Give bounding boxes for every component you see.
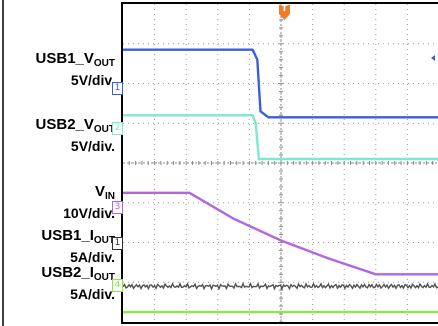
left-panel-edge <box>0 0 4 326</box>
trace-ch4 <box>122 281 438 291</box>
channel-marker-ch4: 1 <box>112 237 123 250</box>
grid <box>123 4 438 323</box>
traces <box>122 48 438 314</box>
channel-1-offset-arrow <box>431 55 435 61</box>
channel-label-ch1: USB1_VOUT 5V/div. <box>35 50 115 89</box>
trace-ch2 <box>123 114 438 161</box>
channel-scale: 5V/div. <box>70 138 115 154</box>
channel-label-ch4: USB1_IOUT 5A/div. <box>41 227 115 266</box>
channel-marker-ch3: 3 <box>112 201 123 214</box>
channel-scale: 5V/div. <box>70 72 115 88</box>
trigger-marker-label: T <box>281 4 288 14</box>
channel-name: USB1_I <box>41 227 94 244</box>
channel-name: USB1_V <box>35 50 94 67</box>
channel-name-subscript: OUT <box>93 235 115 246</box>
channel-label-ch3: VIN 10V/div. <box>63 183 115 222</box>
trace-ch3 <box>123 191 438 276</box>
channel-name-subscript: OUT <box>93 124 115 135</box>
channel-marker-ch1: 1 <box>112 82 123 95</box>
channel-scale: 5A/div. <box>70 249 115 265</box>
plot-frame <box>121 2 438 324</box>
channel-marker-ch5: 4 <box>112 279 123 292</box>
channel-name-subscript: IN <box>105 191 115 202</box>
channel-label-ch2: USB2_VOUT 5V/div. <box>35 116 115 155</box>
trigger-marker: T <box>279 4 290 20</box>
channel-name-subscript: OUT <box>93 272 115 283</box>
channel-label-ch5: USB2_IOUT 5A/div. <box>41 264 115 303</box>
channel-name: USB2_I <box>41 264 94 281</box>
channel-name: USB2_V <box>35 116 94 133</box>
channel-name-subscript: OUT <box>93 58 115 69</box>
channel-scale: 10V/div. <box>63 205 115 221</box>
channel-marker-ch2: 2 <box>112 122 123 135</box>
channel-scale: 5A/div. <box>70 286 115 302</box>
channel-name: V <box>94 183 105 200</box>
trace-ch1 <box>123 48 438 119</box>
